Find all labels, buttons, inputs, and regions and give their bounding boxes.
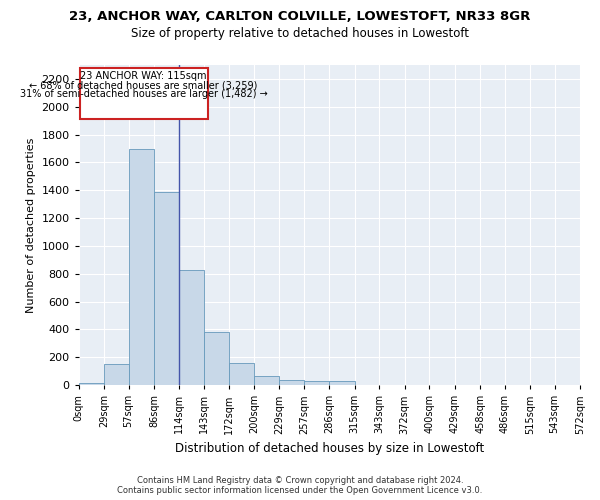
Text: Size of property relative to detached houses in Lowestoft: Size of property relative to detached ho… bbox=[131, 28, 469, 40]
Bar bbox=[304, 381, 329, 385]
Text: Contains HM Land Registry data © Crown copyright and database right 2024.
Contai: Contains HM Land Registry data © Crown c… bbox=[118, 476, 482, 495]
Bar bbox=[254, 376, 280, 385]
Bar bbox=[104, 364, 128, 385]
Text: 23 ANCHOR WAY: 115sqm: 23 ANCHOR WAY: 115sqm bbox=[80, 72, 207, 82]
Bar bbox=[154, 192, 179, 385]
Text: 31% of semi-detached houses are larger (1,482) →: 31% of semi-detached houses are larger (… bbox=[20, 90, 268, 100]
Text: 23, ANCHOR WAY, CARLTON COLVILLE, LOWESTOFT, NR33 8GR: 23, ANCHOR WAY, CARLTON COLVILLE, LOWEST… bbox=[70, 10, 530, 23]
Bar bbox=[79, 383, 104, 385]
Bar bbox=[179, 270, 204, 385]
FancyBboxPatch shape bbox=[80, 68, 208, 120]
Bar bbox=[329, 381, 355, 385]
Bar bbox=[280, 380, 304, 385]
Y-axis label: Number of detached properties: Number of detached properties bbox=[26, 138, 36, 313]
Bar bbox=[229, 363, 254, 385]
Text: ← 68% of detached houses are smaller (3,259): ← 68% of detached houses are smaller (3,… bbox=[29, 80, 258, 90]
Bar bbox=[204, 332, 229, 385]
Bar bbox=[128, 148, 154, 385]
X-axis label: Distribution of detached houses by size in Lowestoft: Distribution of detached houses by size … bbox=[175, 442, 484, 455]
